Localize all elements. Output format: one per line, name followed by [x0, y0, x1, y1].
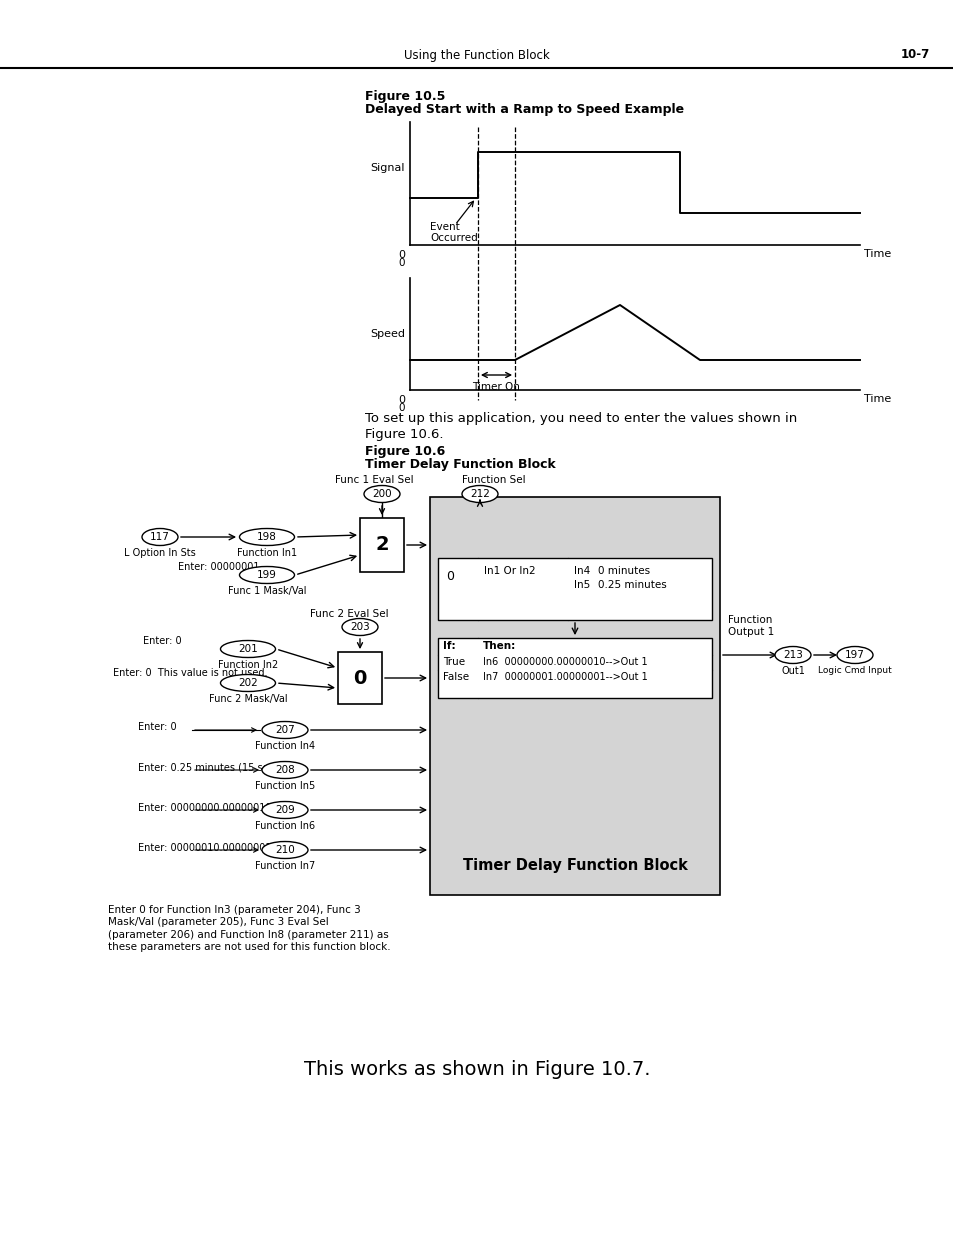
Text: 201: 201	[238, 643, 257, 655]
Text: Function In2: Function In2	[217, 659, 278, 671]
Text: In6  00000000.00000010-->Out 1: In6 00000000.00000010-->Out 1	[482, 657, 647, 667]
Text: Then:: Then:	[482, 641, 516, 651]
Text: 203: 203	[350, 622, 370, 632]
Text: This works as shown in Figure 10.7.: This works as shown in Figure 10.7.	[303, 1060, 650, 1079]
Text: Logic Cmd Input: Logic Cmd Input	[818, 666, 891, 676]
Text: In5: In5	[574, 580, 590, 590]
Text: 200: 200	[372, 489, 392, 499]
Text: Out1: Out1	[781, 666, 804, 676]
Ellipse shape	[262, 802, 308, 819]
Ellipse shape	[262, 841, 308, 858]
Text: 210: 210	[274, 845, 294, 855]
Text: 2: 2	[375, 536, 389, 555]
Text: Time: Time	[863, 249, 890, 259]
Text: 10-7: 10-7	[900, 48, 929, 62]
Ellipse shape	[262, 762, 308, 778]
Text: Func 1 Eval Sel: Func 1 Eval Sel	[335, 475, 414, 485]
Ellipse shape	[220, 674, 275, 692]
Text: Event
Occurred: Event Occurred	[430, 222, 477, 243]
Text: Func 2 Eval Sel: Func 2 Eval Sel	[310, 609, 388, 619]
Text: 198: 198	[256, 532, 276, 542]
Bar	[437, 638, 711, 698]
Text: Speed: Speed	[370, 329, 405, 338]
Ellipse shape	[239, 567, 294, 583]
Text: 202: 202	[238, 678, 257, 688]
Text: 209: 209	[274, 805, 294, 815]
Bar	[437, 558, 711, 620]
Text: Func 2 Mask/Val: Func 2 Mask/Val	[209, 694, 287, 704]
Text: 0: 0	[446, 571, 454, 583]
Text: Enter: 00000000.00000010: Enter: 00000000.00000010	[138, 803, 272, 813]
Text: Timer On: Timer On	[472, 382, 519, 391]
Ellipse shape	[142, 529, 178, 546]
Text: Function In1: Function In1	[236, 548, 296, 558]
Text: 0 minutes: 0 minutes	[598, 566, 649, 576]
Ellipse shape	[774, 646, 810, 663]
Ellipse shape	[836, 646, 872, 663]
Ellipse shape	[341, 619, 377, 636]
Text: 0: 0	[397, 395, 405, 405]
Text: Enter: 0.25 minutes (15 seconds): Enter: 0.25 minutes (15 seconds)	[138, 762, 301, 772]
Text: In7  00000001.00000001-->Out 1: In7 00000001.00000001-->Out 1	[482, 672, 647, 682]
Text: In4: In4	[574, 566, 590, 576]
Text: If:: If:	[442, 641, 456, 651]
Text: Timer Delay Function Block: Timer Delay Function Block	[462, 858, 687, 873]
Text: 0: 0	[353, 668, 366, 688]
Ellipse shape	[220, 641, 275, 657]
Text: Enter: 00000001: Enter: 00000001	[178, 562, 259, 572]
Text: Timer Delay Function Block: Timer Delay Function Block	[365, 458, 556, 471]
Text: Figure 10.6: Figure 10.6	[365, 445, 445, 458]
Text: Func 1 Mask/Val: Func 1 Mask/Val	[228, 585, 306, 597]
Text: Function In6: Function In6	[254, 821, 314, 831]
Text: 0: 0	[398, 403, 405, 412]
Text: Enter: 0  This value is not used.: Enter: 0 This value is not used.	[112, 668, 267, 678]
Text: L Option In Sts: L Option In Sts	[124, 548, 195, 558]
Text: 208: 208	[274, 764, 294, 776]
Text: To set up this application, you need to enter the values shown in
Figure 10.6.: To set up this application, you need to …	[365, 412, 797, 441]
Text: Enter: 0: Enter: 0	[143, 636, 181, 646]
Ellipse shape	[461, 485, 497, 503]
Text: 212: 212	[470, 489, 490, 499]
Text: Delayed Start with a Ramp to Speed Example: Delayed Start with a Ramp to Speed Examp…	[365, 103, 683, 116]
Text: Function In7: Function In7	[254, 861, 314, 871]
Bar	[430, 496, 720, 895]
Text: Using the Function Block: Using the Function Block	[404, 48, 549, 62]
Text: 0: 0	[398, 258, 405, 268]
Text: 207: 207	[274, 725, 294, 735]
Text: Figure 10.5: Figure 10.5	[365, 90, 445, 103]
Text: Function
Output 1: Function Output 1	[727, 615, 774, 636]
Text: 213: 213	[782, 650, 802, 659]
Text: Function Sel: Function Sel	[461, 475, 525, 485]
Text: Function In5: Function In5	[254, 781, 314, 790]
Text: Enter 0 for Function In3 (parameter 204), Func 3
Mask/Val (parameter 205), Func : Enter 0 for Function In3 (parameter 204)…	[108, 905, 390, 952]
Ellipse shape	[364, 485, 399, 503]
Ellipse shape	[262, 721, 308, 739]
Bar	[337, 652, 381, 704]
Text: Time: Time	[863, 394, 890, 404]
Text: Enter: 0: Enter: 0	[138, 722, 176, 732]
Text: 197: 197	[844, 650, 864, 659]
Text: 0: 0	[397, 249, 405, 261]
Ellipse shape	[239, 529, 294, 546]
Text: 199: 199	[256, 571, 276, 580]
Text: Enter: 00000010.00000001: Enter: 00000010.00000001	[138, 844, 272, 853]
Bar	[359, 517, 403, 572]
Text: Function In4: Function In4	[254, 741, 314, 751]
Text: In1 Or In2: In1 Or In2	[483, 566, 535, 576]
Text: Signal: Signal	[370, 163, 405, 173]
Text: 0.25 minutes: 0.25 minutes	[598, 580, 666, 590]
Text: 117: 117	[150, 532, 170, 542]
Text: False: False	[442, 672, 469, 682]
Text: True: True	[442, 657, 465, 667]
